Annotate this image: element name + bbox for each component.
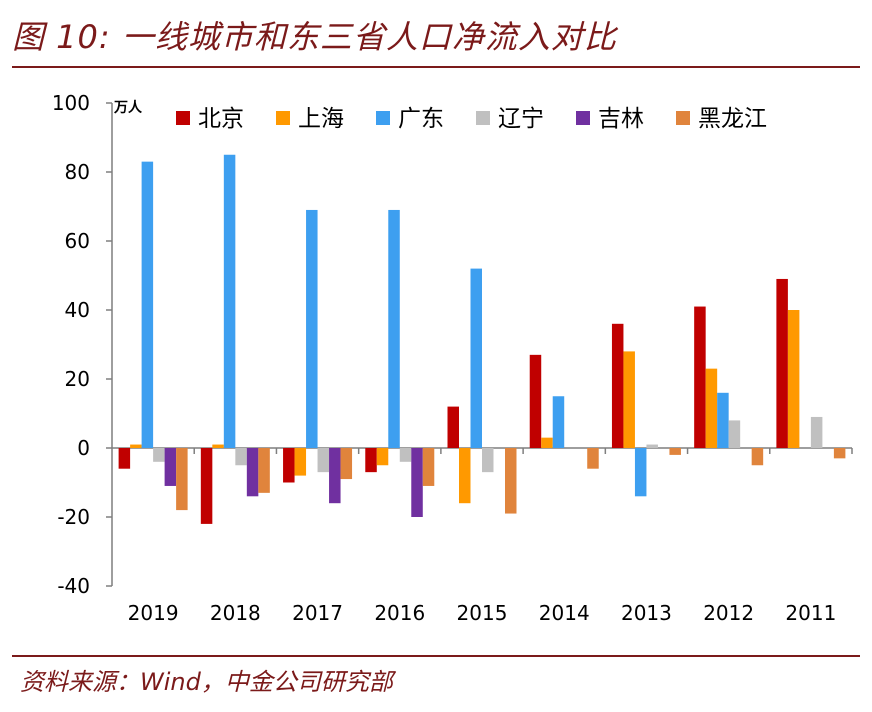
bar — [118, 448, 131, 469]
x-tick-label: 2011 — [785, 601, 836, 625]
x-tick-label: 2019 — [128, 601, 179, 625]
legend-label: 上海 — [298, 106, 344, 132]
y-tick-label: 40 — [65, 298, 90, 322]
source-note: 资料来源：Wind，中金公司研究部 — [20, 668, 393, 696]
bar — [223, 154, 236, 448]
bar — [294, 448, 307, 476]
bar — [153, 448, 165, 462]
x-tick-label: 2017 — [292, 601, 343, 625]
bar — [329, 448, 341, 504]
legend-label: 黑龙江 — [698, 106, 767, 132]
chart-bars — [118, 154, 846, 524]
bar — [728, 420, 741, 448]
x-tick-label: 2012 — [703, 601, 754, 625]
bar — [694, 306, 706, 448]
y-tick-label: 100 — [52, 91, 90, 115]
bar — [623, 351, 635, 448]
bar — [306, 209, 318, 448]
bar — [833, 448, 846, 459]
bar — [459, 448, 471, 504]
bar — [787, 310, 800, 448]
bar — [283, 448, 295, 483]
bar — [587, 448, 599, 469]
legend-label: 吉林 — [598, 106, 644, 132]
bar — [317, 448, 330, 473]
legend-label: 北京 — [198, 106, 244, 132]
footer-divider — [12, 655, 860, 657]
chart-axes: -40 -20 0 20 40 60 80 100 万人 2019 2018 2017 2016 2015… — [52, 91, 853, 625]
chart-legend: 北京 上海 广东 辽宁 吉林 黑龙江 — [176, 106, 767, 132]
bar — [176, 448, 188, 511]
y-tick-label: 80 — [65, 160, 90, 184]
bar — [634, 448, 647, 497]
bar — [141, 161, 154, 448]
bar — [422, 448, 435, 486]
bar — [470, 268, 482, 448]
legend-label: 辽宁 — [498, 106, 544, 132]
bar — [541, 437, 553, 448]
bar — [388, 209, 400, 448]
x-tick-label: 2018 — [210, 601, 261, 625]
bar — [340, 448, 353, 480]
legend-swatch — [476, 111, 490, 125]
bar — [552, 396, 565, 448]
bar — [235, 448, 247, 466]
bar — [705, 368, 718, 448]
legend-label: 广东 — [398, 106, 444, 132]
bar — [751, 448, 764, 466]
legend-swatch — [376, 111, 390, 125]
x-tick-label: 2016 — [374, 601, 425, 625]
bar — [646, 444, 658, 448]
bar — [447, 406, 459, 448]
y-tick-label: -20 — [57, 505, 90, 529]
bar — [164, 448, 177, 486]
bar — [399, 448, 412, 462]
legend-swatch — [276, 111, 290, 125]
legend-swatch — [576, 111, 590, 125]
y-unit-label: 万人 — [113, 99, 143, 116]
bar — [258, 448, 270, 493]
bar — [376, 448, 389, 466]
bar — [529, 354, 542, 448]
bar — [611, 323, 624, 448]
x-tick-label: 2013 — [621, 601, 672, 625]
bar — [365, 448, 377, 473]
bar — [411, 448, 423, 517]
legend-swatch — [176, 111, 190, 125]
y-tick-label: 0 — [77, 436, 90, 460]
bar — [130, 444, 142, 448]
bar — [810, 416, 823, 448]
title-divider — [12, 66, 860, 68]
bar — [505, 448, 517, 514]
bar — [717, 392, 729, 448]
x-tick-label: 2014 — [539, 601, 590, 625]
y-tick-label: 60 — [65, 229, 90, 253]
legend-swatch — [676, 111, 690, 125]
y-tick-label: -40 — [57, 574, 90, 598]
page-title: 图 10: 一线城市和东三省人口净流入对比 — [12, 18, 617, 56]
bar — [776, 278, 788, 448]
x-tick-label: 2015 — [457, 601, 508, 625]
bar — [200, 448, 213, 524]
bar — [212, 444, 224, 448]
bar — [669, 448, 681, 455]
bar — [246, 448, 259, 497]
bar — [482, 448, 494, 473]
y-tick-label: 20 — [65, 367, 90, 391]
